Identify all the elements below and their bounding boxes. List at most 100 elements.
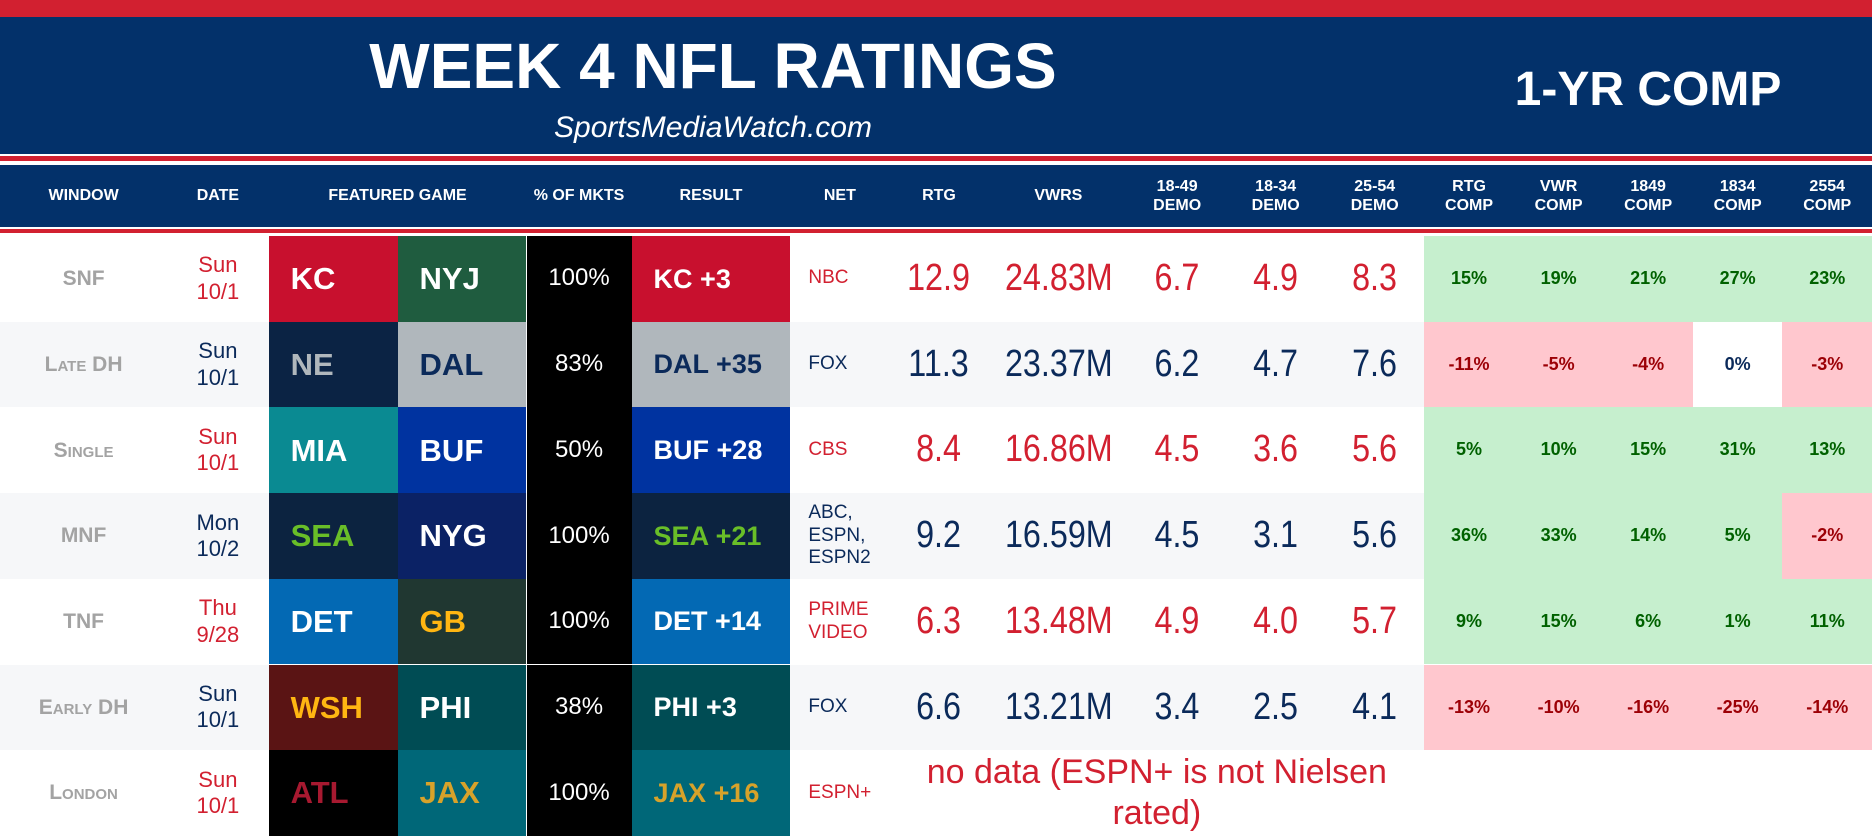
metric: 9.2 [916,514,962,557]
window: TNF [63,610,104,634]
metric: 13.48M [1004,599,1113,642]
markets: 50% [526,407,632,494]
team: GB [397,578,527,665]
column-header: RTG [922,187,956,205]
metric: 3.1 [1253,514,1299,557]
comp: -11% [1424,321,1514,408]
comp: 36% [1424,493,1514,579]
comp: 13% [1782,407,1872,494]
column-header: VWR COMP [1534,177,1583,214]
metric: 6.7 [1154,257,1200,300]
comp: -25% [1692,664,1783,751]
metric: 5.6 [1352,514,1398,557]
metric: 4.9 [1154,599,1200,642]
comp: -14% [1782,664,1872,751]
comp: 14% [1603,493,1693,579]
date: Sun 10/1 [196,423,240,476]
divider [0,229,1872,233]
comp-label: 1-YR COMP [1514,63,1782,117]
metric: 3.4 [1154,685,1200,728]
network: FOX [808,695,848,717]
column-header: 1834 COMP [1713,177,1762,214]
window: Early DH [38,695,129,719]
comp: 33% [1513,493,1604,579]
title: WEEK 4 NFL RATINGS [369,29,1057,102]
column-header: RTG COMP [1445,177,1494,214]
team: DAL [397,321,527,408]
comp: 15% [1603,407,1693,494]
comp: 15% [1513,578,1604,665]
date: Sun 10/1 [196,338,240,390]
metric: 3.6 [1253,428,1299,471]
comp: 6% [1603,578,1693,665]
date: Mon 10/2 [196,509,240,561]
comp: 31% [1692,407,1783,494]
markets: 83% [526,321,632,408]
result: KC +3 [631,236,791,322]
comp: 27% [1692,236,1783,322]
comp: 1% [1692,578,1783,665]
window: MNF [60,524,107,548]
team: SEA [268,493,398,579]
markets: 38% [526,664,632,751]
metric: 2.5 [1253,685,1299,728]
subtitle: SportsMediaWatch.com [554,111,872,144]
markets: 100% [526,236,632,322]
metric: 23.37M [1004,342,1113,385]
date: Thu 9/28 [196,595,240,647]
column-header: WINDOW [48,187,119,205]
column-header: RESULT [679,187,743,205]
top-stripe [0,0,1872,17]
team: MIA [268,407,398,494]
metric: 8.3 [1352,257,1398,300]
comp: -5% [1513,321,1604,408]
metric: 16.59M [1004,514,1113,557]
column-header: % OF MKTS [533,187,625,205]
team: NYJ [397,236,527,322]
metric: 11.3 [908,342,970,385]
column-header: 25-54 DEMO [1350,177,1399,214]
comp: -3% [1782,321,1872,408]
metric: 13.21M [1004,685,1113,728]
team: ATL [268,750,398,836]
comp: -2% [1782,493,1872,579]
result: SEA +21 [631,493,791,579]
date: Sun 10/1 [196,680,240,733]
column-header: DATE [196,187,240,205]
comp: 19% [1513,236,1604,322]
team: PHI [397,664,527,751]
team: WSH [268,664,398,751]
window: London [49,781,118,805]
result: PHI +3 [631,664,791,751]
metric: 5.7 [1352,599,1398,642]
comp: 0% [1692,321,1783,408]
network: ABC, ESPN, ESPN2 [808,501,871,569]
header-band [0,17,1872,154]
network: NBC [808,267,849,289]
markets: 100% [526,578,632,665]
metric: 4.5 [1154,514,1200,557]
column-header: FEATURED GAME [328,187,467,205]
result: DET +14 [631,578,791,665]
team: DET [268,578,398,665]
column-header: 2554 COMP [1803,177,1852,214]
team: NYG [397,493,527,579]
metric: 4.9 [1253,257,1299,300]
window: Single [53,438,114,462]
metric: 8.4 [916,428,962,471]
team: NE [268,321,398,408]
comp: 11% [1782,578,1872,665]
team: JAX [397,750,527,836]
comp: -13% [1424,664,1514,751]
note: no data (ESPN+ is not Nielsen rated) [926,753,1387,833]
metric: 4.5 [1154,428,1200,471]
network: FOX [808,353,848,375]
metric: 4.1 [1352,685,1398,728]
comp: 21% [1603,236,1693,322]
column-header: VWRS [1034,187,1083,205]
comp: 9% [1424,578,1514,665]
metric: 6.2 [1154,342,1200,385]
column-header: 18-49 DEMO [1153,177,1202,214]
date: Sun 10/1 [196,252,240,304]
